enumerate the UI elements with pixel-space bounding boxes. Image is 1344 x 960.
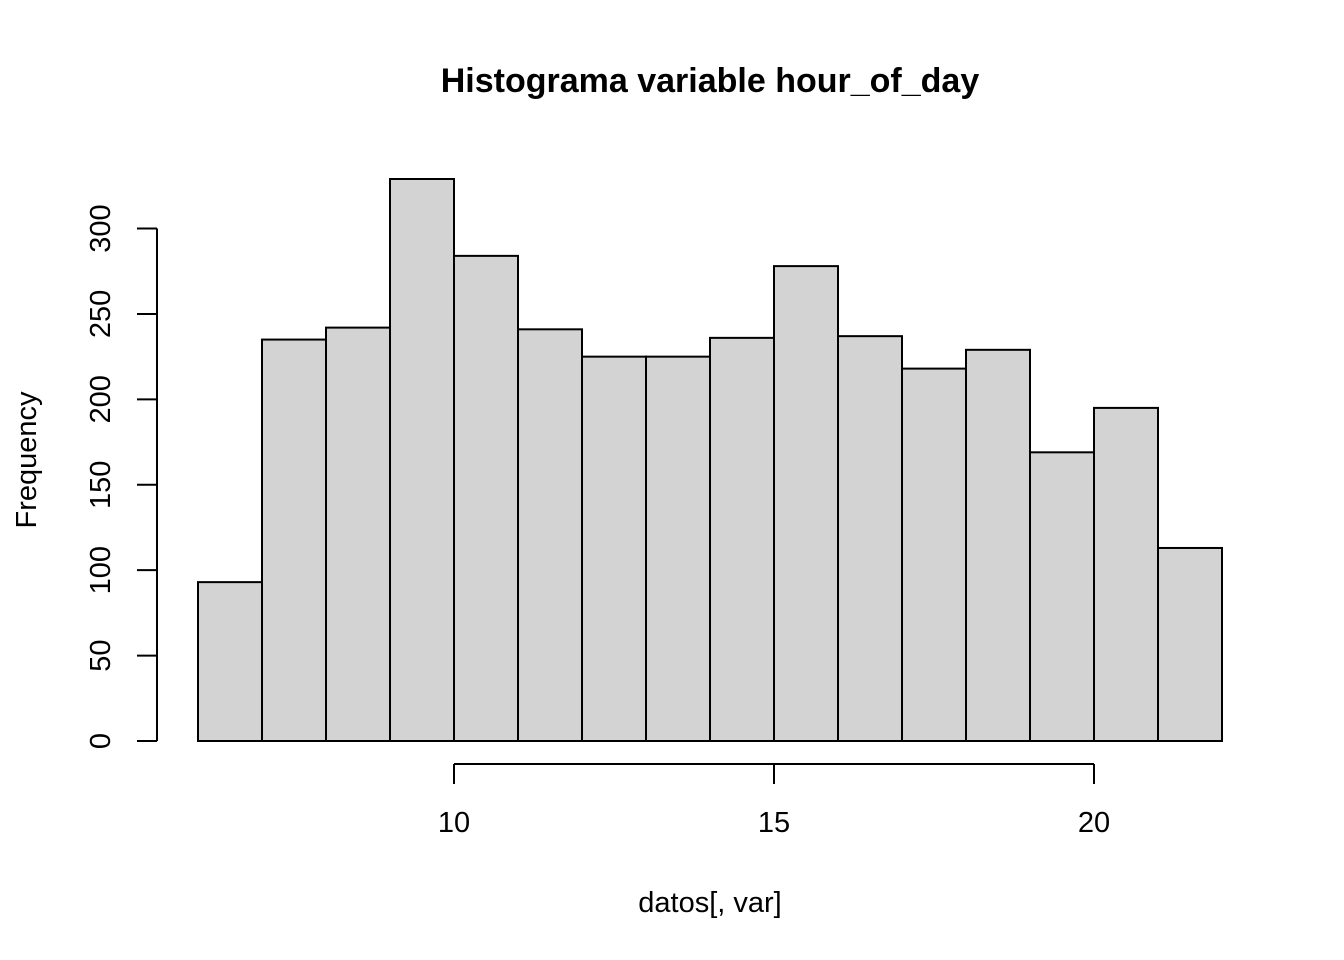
histogram-bar-0	[197, 581, 263, 742]
bars-group	[197, 178, 1223, 743]
histogram-bar-1	[261, 338, 327, 742]
chart-title: Histograma variable hour_of_day	[441, 62, 980, 100]
y-tick-label-150: 150	[85, 461, 117, 509]
histogram-bar-8	[709, 336, 775, 742]
histogram-bar-15	[1157, 546, 1223, 743]
histogram-bar-11	[901, 367, 967, 742]
y-tick-label-300: 300	[85, 204, 117, 252]
x-tick-label-10: 10	[438, 807, 470, 839]
x-tick-label-15: 15	[758, 807, 790, 839]
histogram-bar-13	[1029, 451, 1095, 742]
histogram-bar-5	[517, 328, 583, 742]
histogram-bar-12	[965, 348, 1031, 742]
histogram-bar-6	[581, 355, 647, 742]
histogram-bar-9	[773, 265, 839, 742]
x-tick-label-20: 20	[1078, 807, 1110, 839]
histogram-bar-4	[453, 254, 519, 743]
histogram-bar-7	[645, 355, 711, 742]
y-axis-label: Frequency	[11, 391, 43, 529]
histogram-bar-2	[325, 326, 391, 742]
x-axis-label: datos[, var]	[638, 887, 781, 919]
y-tick-label-50: 50	[85, 639, 117, 671]
histogram-bar-14	[1093, 406, 1159, 742]
x-axis: 10 15 20	[438, 763, 1110, 839]
histogram-bar-10	[837, 335, 903, 742]
y-axis: 0 50 100 150 200 250 300	[85, 204, 158, 749]
histogram-bar-3	[389, 178, 455, 742]
y-tick-label-200: 200	[85, 375, 117, 423]
y-tick-label-100: 100	[85, 546, 117, 594]
y-tick-label-0: 0	[85, 733, 117, 749]
y-tick-label-250: 250	[85, 290, 117, 338]
